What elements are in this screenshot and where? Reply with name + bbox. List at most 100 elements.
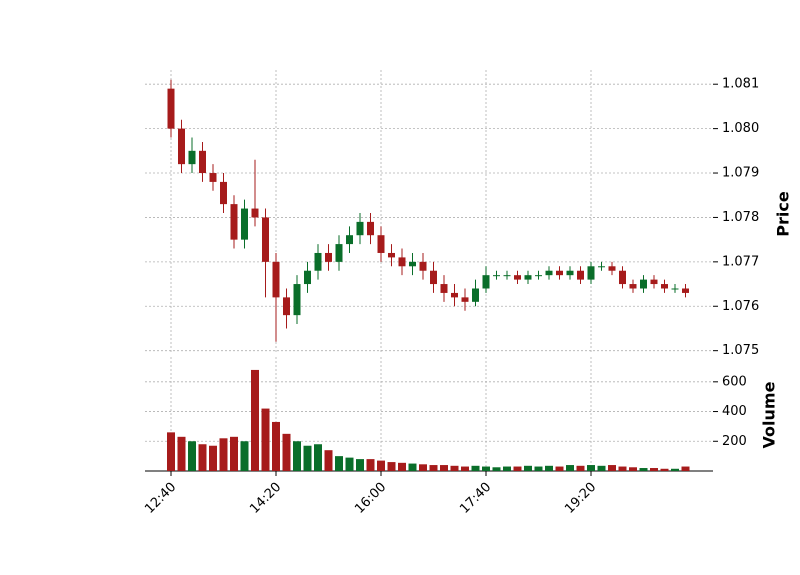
volume-bar xyxy=(387,462,396,471)
y-tick-label: 200 xyxy=(722,434,747,449)
candle-body xyxy=(451,292,458,298)
y-tick-label: 400 xyxy=(722,404,747,419)
y-tick-label: 1.078 xyxy=(722,210,759,225)
volume-bar xyxy=(650,468,658,471)
candle-body xyxy=(209,173,217,182)
candle-body xyxy=(587,266,595,280)
candle-body xyxy=(577,270,584,280)
volume-bar xyxy=(597,465,606,471)
candle-body xyxy=(503,275,511,277)
volume-axis-label: Volume xyxy=(760,381,779,448)
volume-bar xyxy=(230,436,238,471)
volume-bar xyxy=(293,441,301,471)
candle-body xyxy=(566,270,574,276)
candle-body xyxy=(304,270,311,285)
volume-bar xyxy=(482,466,490,471)
volume-bar xyxy=(513,466,522,471)
candle-body xyxy=(419,261,427,271)
candle-body xyxy=(251,208,259,218)
candle-body xyxy=(283,297,290,316)
volume-bar xyxy=(450,465,459,471)
volume-bar xyxy=(492,467,501,471)
volume-bar xyxy=(440,465,448,471)
candle-body xyxy=(461,297,469,302)
y-tick-label: 1.076 xyxy=(722,299,759,314)
candle-body xyxy=(377,235,385,253)
volume-bar xyxy=(167,432,175,471)
volume-bar xyxy=(324,450,333,471)
candle-body xyxy=(167,88,175,129)
candle-body xyxy=(335,244,343,262)
candle-body xyxy=(293,284,301,316)
y-tick-label: 600 xyxy=(722,374,747,389)
candle-body xyxy=(472,288,479,302)
volume-bar xyxy=(240,441,249,471)
price-axis-label: Price xyxy=(774,191,793,237)
volume-bar xyxy=(524,465,532,471)
candle-body xyxy=(367,221,374,236)
volume-bar xyxy=(639,468,648,471)
candle-body xyxy=(524,275,532,280)
candle-body xyxy=(556,270,563,276)
volume-bar xyxy=(534,466,543,471)
candle-body xyxy=(325,252,332,262)
volume-bar xyxy=(419,464,427,471)
volume-bar xyxy=(587,465,595,471)
candle-body xyxy=(682,288,689,293)
volume-bar xyxy=(576,465,585,471)
candle-body xyxy=(619,270,626,285)
volume-bar xyxy=(261,408,270,471)
candle-body xyxy=(661,284,668,289)
y-tick-label: 1.077 xyxy=(722,254,759,269)
candle-body xyxy=(314,252,322,271)
volume-bar xyxy=(555,466,564,471)
x-tick-label: 14:20 xyxy=(247,480,284,517)
y-tick-label: 1.079 xyxy=(722,166,759,181)
candle-body xyxy=(262,217,269,262)
x-tick-label: 12:40 xyxy=(142,480,179,517)
candle-body xyxy=(640,279,647,289)
volume-bar xyxy=(366,459,375,471)
candle-body xyxy=(230,204,238,240)
volume-bar xyxy=(303,445,312,471)
x-tick-label: 19:20 xyxy=(562,480,599,517)
candle-body xyxy=(199,150,206,174)
volume-bar xyxy=(282,433,291,471)
volume-bar xyxy=(429,465,438,471)
volume-bar xyxy=(335,456,343,471)
volume-bar xyxy=(629,467,637,471)
candle-body xyxy=(493,275,500,277)
y-tick-label: 1.080 xyxy=(722,121,759,136)
volume-bar xyxy=(566,465,574,471)
y-tick-label: 1.075 xyxy=(722,343,759,358)
volume-bar xyxy=(272,421,280,471)
candle-body xyxy=(482,275,490,289)
candle-body xyxy=(388,252,395,258)
candle-body xyxy=(629,284,637,289)
candle-body xyxy=(188,150,196,165)
candle-body xyxy=(440,284,448,293)
volume-bar xyxy=(608,465,616,471)
volume-bar xyxy=(356,459,364,471)
candle-body xyxy=(356,221,364,236)
volume-bar xyxy=(660,468,669,471)
candle-body xyxy=(272,261,280,298)
candle-body xyxy=(178,128,185,165)
volume-bar xyxy=(503,466,511,471)
volume-bar xyxy=(188,441,196,471)
candle-body xyxy=(398,257,406,267)
volume-bar xyxy=(461,466,469,471)
candle-body xyxy=(671,288,679,290)
x-tick-label: 17:40 xyxy=(457,480,494,517)
candle-body xyxy=(545,270,553,276)
volume-bar xyxy=(314,444,322,471)
candle-body xyxy=(514,275,521,280)
volume-bar xyxy=(618,466,627,471)
y-tick-label: 1.081 xyxy=(722,77,759,92)
candle-body xyxy=(608,266,616,271)
volume-bar xyxy=(398,462,406,471)
candle-body xyxy=(535,275,542,277)
volume-bar xyxy=(219,438,228,471)
volume-bar xyxy=(545,465,553,471)
